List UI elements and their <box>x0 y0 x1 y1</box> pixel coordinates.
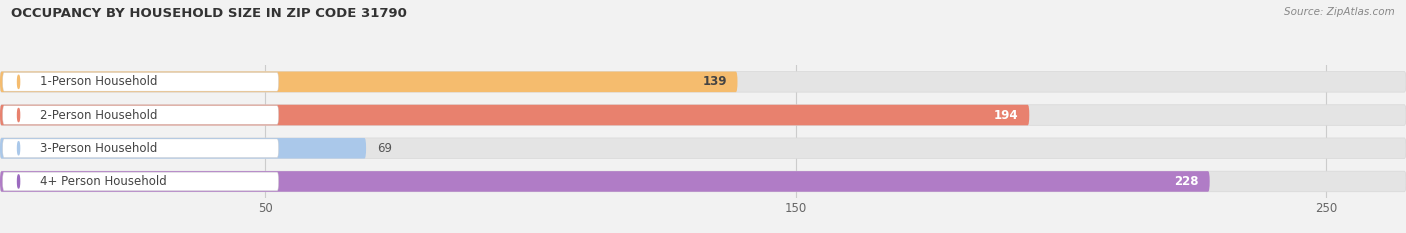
Text: OCCUPANCY BY HOUSEHOLD SIZE IN ZIP CODE 31790: OCCUPANCY BY HOUSEHOLD SIZE IN ZIP CODE … <box>11 7 408 20</box>
Text: 228: 228 <box>1174 175 1199 188</box>
FancyBboxPatch shape <box>0 72 738 92</box>
Text: 4+ Person Household: 4+ Person Household <box>39 175 166 188</box>
Text: 139: 139 <box>703 75 727 88</box>
Text: 69: 69 <box>377 142 392 155</box>
Circle shape <box>17 142 20 155</box>
FancyBboxPatch shape <box>0 138 366 158</box>
FancyBboxPatch shape <box>0 105 1406 125</box>
FancyBboxPatch shape <box>3 72 278 91</box>
Text: 2-Person Household: 2-Person Household <box>39 109 157 122</box>
FancyBboxPatch shape <box>3 106 278 124</box>
Circle shape <box>17 108 20 122</box>
FancyBboxPatch shape <box>0 72 1406 92</box>
FancyBboxPatch shape <box>0 171 1209 192</box>
Text: 3-Person Household: 3-Person Household <box>39 142 157 155</box>
FancyBboxPatch shape <box>3 139 278 158</box>
Text: Source: ZipAtlas.com: Source: ZipAtlas.com <box>1284 7 1395 17</box>
Circle shape <box>17 75 20 89</box>
FancyBboxPatch shape <box>3 172 278 191</box>
FancyBboxPatch shape <box>0 138 1406 158</box>
FancyBboxPatch shape <box>0 105 1029 125</box>
Text: 1-Person Household: 1-Person Household <box>39 75 157 88</box>
FancyBboxPatch shape <box>0 171 1406 192</box>
Text: 194: 194 <box>994 109 1019 122</box>
Circle shape <box>17 175 20 188</box>
